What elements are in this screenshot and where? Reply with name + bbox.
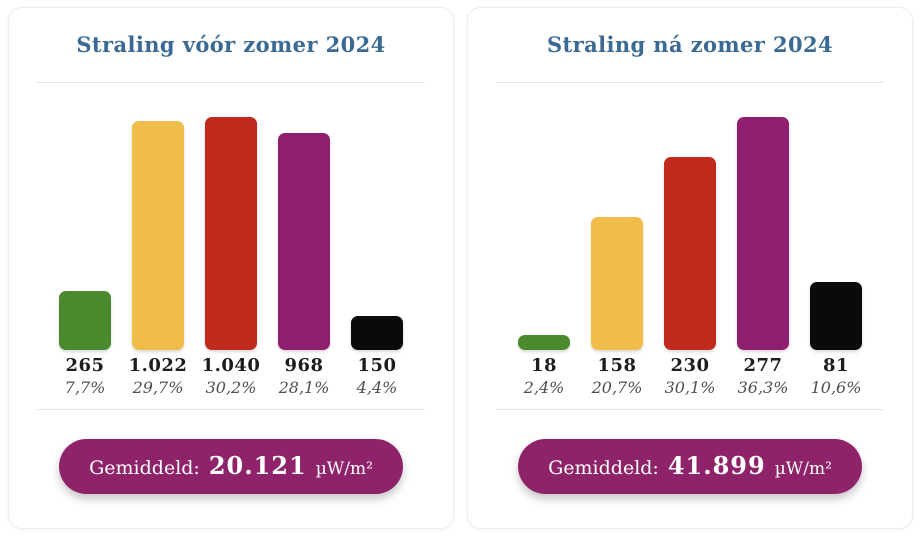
labels-divider <box>37 409 425 411</box>
bar-purple <box>737 117 789 351</box>
bar-column-purple <box>727 117 800 351</box>
bar-yellow <box>591 217 643 351</box>
bar-percent-label: 10,6% <box>810 378 862 398</box>
bar-column-red <box>195 117 268 351</box>
bar-percent-label: 28,1% <box>278 378 330 398</box>
bar-column-red <box>654 157 727 351</box>
average-label: Gemiddeld: <box>89 457 200 480</box>
bar-chart <box>492 83 888 351</box>
bar-labels: 265 7,7% 1.022 29,7% 1.040 30,2% 968 28,1% 150 4,… <box>33 355 429 397</box>
average-value: 41.899 <box>667 451 766 481</box>
bar-value-label: 1.022 <box>128 355 188 377</box>
bar-column-green <box>508 335 581 351</box>
average-badge: Gemiddeld: 20.121 µW/m² <box>59 439 403 495</box>
bar-purple <box>278 133 330 351</box>
bar-percent-label: 36,3% <box>737 378 789 398</box>
bar-black <box>351 316 403 351</box>
bar-label-cell: 1.022 29,7% <box>122 355 195 397</box>
labels-divider <box>496 409 884 411</box>
bar-value-label: 1.040 <box>201 355 261 377</box>
bar-percent-label: 4,4% <box>356 378 398 398</box>
average-label: Gemiddeld: <box>548 457 659 480</box>
bar-red <box>205 117 257 351</box>
bar-value-label: 277 <box>743 355 783 377</box>
bar-label-cell: 18 2,4% <box>508 355 581 397</box>
average-badge-wrap: Gemiddeld: 20.121 µW/m² <box>33 439 429 495</box>
bar-yellow <box>132 121 184 351</box>
bar-chart <box>33 83 429 351</box>
average-value: 20.121 <box>208 451 307 481</box>
bar-percent-label: 20,7% <box>591 378 643 398</box>
card-title: Straling vóór zomer 2024 <box>76 32 386 57</box>
bar-black <box>810 282 862 351</box>
bar-column-yellow <box>581 217 654 351</box>
title-divider <box>37 82 425 83</box>
bar-column-green <box>49 291 122 351</box>
bar-green <box>518 335 570 351</box>
bar-label-cell: 1.040 30,2% <box>195 355 268 397</box>
bar-labels: 18 2,4% 158 20,7% 230 30,1% 277 36,3% 81 10,6% <box>492 355 888 397</box>
bar-percent-label: 2,4% <box>523 378 565 398</box>
bar-value-label: 968 <box>284 355 324 377</box>
bar-value-label: 158 <box>597 355 637 377</box>
card-straling-voor-zomer: Straling vóór zomer 2024 265 7,7% 1.022 29,… <box>8 7 454 529</box>
bar-label-cell: 968 28,1% <box>268 355 341 397</box>
bar-value-label: 18 <box>530 355 558 377</box>
card-straling-na-zomer: Straling ná zomer 2024 18 2,4% 158 20,7% 230… <box>467 7 913 529</box>
average-unit: µW/m² <box>315 459 373 480</box>
bar-value-label: 230 <box>670 355 710 377</box>
bar-percent-label: 30,1% <box>664 378 716 398</box>
bar-label-cell: 230 30,1% <box>654 355 727 397</box>
average-badge-wrap: Gemiddeld: 41.899 µW/m² <box>492 439 888 495</box>
bar-value-label: 150 <box>357 355 397 377</box>
average-unit: µW/m² <box>774 459 832 480</box>
average-badge: Gemiddeld: 41.899 µW/m² <box>518 439 862 495</box>
bar-column-purple <box>268 133 341 351</box>
bar-red <box>664 157 716 351</box>
bar-percent-label: 30,2% <box>205 378 257 398</box>
bar-percent-label: 7,7% <box>64 378 106 398</box>
bar-label-cell: 81 10,6% <box>800 355 873 397</box>
bar-label-cell: 158 20,7% <box>581 355 654 397</box>
title-divider <box>496 82 884 83</box>
bar-column-black <box>800 282 873 351</box>
bar-value-label: 265 <box>65 355 105 377</box>
bar-label-cell: 265 7,7% <box>49 355 122 397</box>
bar-value-label: 81 <box>822 355 850 377</box>
card-title: Straling ná zomer 2024 <box>546 32 834 57</box>
bar-percent-label: 29,7% <box>132 378 184 398</box>
bar-green <box>59 291 111 351</box>
bar-column-black <box>341 316 414 351</box>
bar-column-yellow <box>122 121 195 351</box>
bar-label-cell: 277 36,3% <box>727 355 800 397</box>
bar-label-cell: 150 4,4% <box>341 355 414 397</box>
